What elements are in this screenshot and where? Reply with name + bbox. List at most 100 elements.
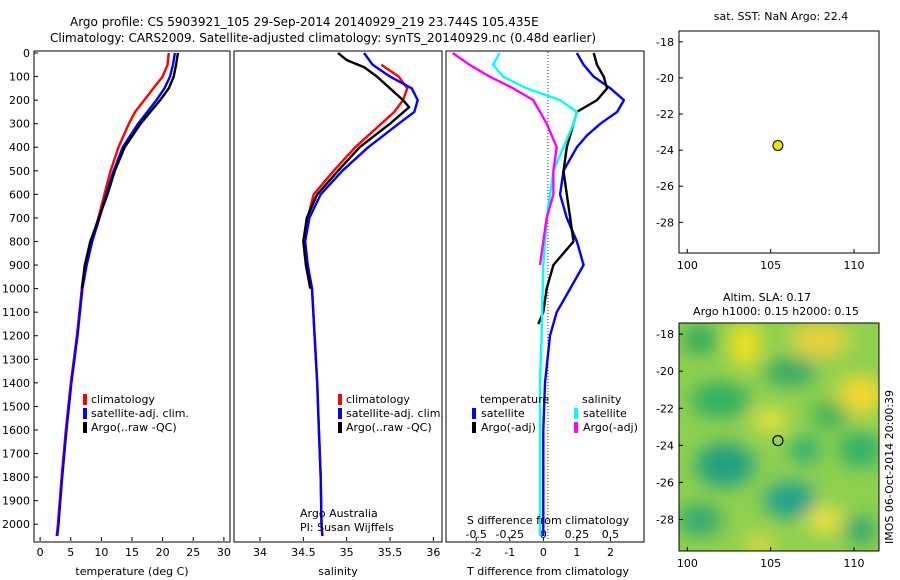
sla-blobs [679,323,879,551]
depth-tick-label: 1300 [2,353,30,366]
depth-tick-label: 1500 [2,400,30,413]
sla-map-axes [678,322,880,552]
depth-tick-label: 600 [9,188,30,201]
legend-label: Argo(-adj) [481,421,536,434]
salinity-axes [233,50,443,543]
sst-map: sat. SST: NaN Argo: 22.4 100 105 110 -18 -20… [656,10,880,272]
map-y-tick-label: -26 [656,180,674,193]
map-x-tick-label: 100 [677,557,698,570]
depth-tick-label: 2000 [2,518,30,531]
x-tick-label: 34 [253,546,267,559]
legend-label: Argo(..raw -QC) [346,421,432,434]
legend-label: satellite-adj. clim. [346,407,444,420]
legend-label: Argo(..raw -QC) [91,421,177,434]
legend-label: satellite [481,407,525,420]
map-y-tick-label: -22 [656,402,674,415]
legend-swatch [574,422,578,433]
series-line-argo-raw-qc- [302,52,411,289]
depth-tick-label: 1900 [2,495,30,508]
argo-location-marker [772,140,784,152]
map-y-tick-label: -28 [656,513,674,526]
sla-map-subtitle: Argo h1000: 0.15 h2000: 0.15 [693,305,859,318]
sla-map-title: Altim. SLA: 0.17 [723,291,811,304]
sst-map-points [772,140,784,152]
series-line-satellite-adj-clim- [303,52,419,537]
legend-label: climatology [91,393,155,406]
salinity-xlabel: salinity [318,565,358,578]
depth-tick-label: 1100 [2,306,30,319]
x-tick-label: -2 [471,546,482,559]
legend-label: satellite [583,407,627,420]
depth-tick-label: 200 [9,94,30,107]
x-tick-label: 1 [573,546,580,559]
legend-label: climatology [346,393,410,406]
legend-swatch [83,394,87,405]
legend-swatch [83,408,87,419]
depth-tick-label: 700 [9,212,30,225]
series-line-argo-adj- [537,52,609,325]
difference-lines [452,52,626,536]
legend-label: satellite-adj. clim. [91,407,189,420]
map-y-tick-label: -24 [656,144,674,157]
footer-stamp: IMOS 06-Oct-2014 20:00:39 [883,390,896,544]
map-y-tick-label: -20 [656,72,674,85]
temperature-xlabel: temperature (deg C) [75,565,188,578]
sla-map-ticks: 100 105 110 -18 -20 -22 -24 -26 -28 [656,328,864,570]
difference-xlabel: T difference from climatology [466,565,629,578]
legend-title-temperature: temperature [480,393,549,406]
depth-tick-label: 1800 [2,471,30,484]
legend-label: Argo(-adj) [583,421,638,434]
series-line-argo-adj- [452,52,558,266]
x-tick-label: 30 [217,546,231,559]
map-x-tick-label: 100 [677,259,698,272]
x-tick-label: 2 [607,546,614,559]
legend-title-salinity: salinity [582,393,622,406]
depth-tick-label: 1200 [2,330,30,343]
x-tick-label: 35 [340,546,354,559]
temperature-lines [55,52,180,537]
difference-legend: temperature salinitysatelliteArgo(-adj)sa… [472,393,638,434]
sst-map-ticks: 100 105 110 -18 -20 -22 -24 -26 -28 [656,36,864,272]
x-tick-label: 15 [125,546,139,559]
depth-tick-label: 800 [9,235,30,248]
map-x-tick-label: 105 [760,259,781,272]
depth-tick-label: 900 [9,259,30,272]
top-tick-label: 0.25 [565,528,590,541]
sla-heatmap-field [679,323,879,551]
depth-ticks: 0 100 200 300 400 500 600 700 800 900 1000 1100 1200… [2,47,38,531]
top-tick-label: -0.5 [465,528,486,541]
depth-tick-label: 300 [9,118,30,131]
map-y-tick-label: -20 [656,365,674,378]
depth-tick-label: 1600 [2,424,30,437]
sst-map-title: sat. SST: NaN Argo: 22.4 [714,10,848,23]
temperature-panel: 0100200300400500600700800900100011001200… [2,47,231,578]
map-y-tick-label: -26 [656,476,674,489]
series-line-argo-raw-qc- [80,52,180,289]
top-tick-label: 0.5 [602,528,620,541]
salinity-lines [302,52,419,537]
map-y-tick-label: -18 [656,36,674,49]
series-line-satellite [491,52,579,536]
legend-swatch [338,408,342,419]
legend-swatch [472,422,476,433]
salinity-panel: 34 34.5 35 35.5 36 climatologysatellite-adj.… [233,50,444,578]
depth-tick-label: 1400 [2,377,30,390]
legend-swatch [338,422,342,433]
header-line-2: Climatology: CARS2009. Satellite-adjuste… [50,31,596,45]
series-line-satellite [542,52,626,536]
argo-location-marker [772,434,784,447]
map-x-tick-label: 110 [844,259,865,272]
legend-swatch [472,408,476,419]
x-tick-label: 35.5 [378,546,403,559]
depth-tick-label: 1000 [2,283,30,296]
top-tick-label: -0.25 [496,528,524,541]
map-x-tick-label: 105 [760,557,781,570]
x-tick-label: 5 [67,546,74,559]
legend-swatch [83,422,87,433]
salinity-ticks: 34 34.5 35 35.5 36 [253,537,440,559]
depth-tick-label: 1700 [2,448,30,461]
x-tick-label: 36 [426,546,440,559]
map-y-tick-label: -18 [656,328,674,341]
